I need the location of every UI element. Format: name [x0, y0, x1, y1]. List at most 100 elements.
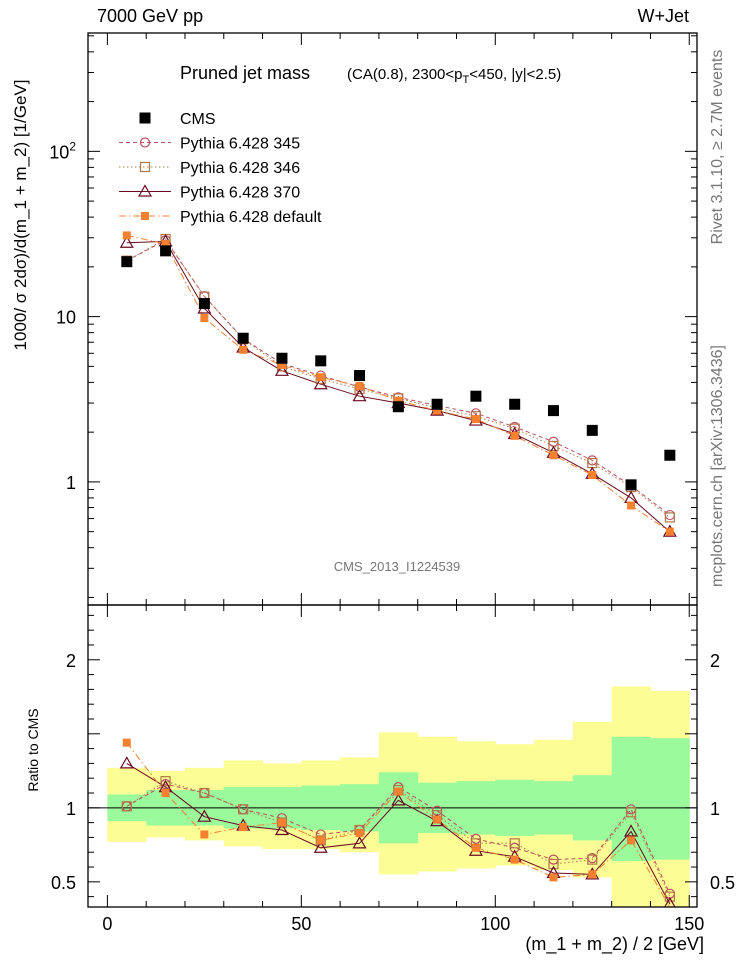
- main-ytick-label-2: 102: [49, 139, 76, 162]
- ratio-point-p346-14: [664, 891, 675, 902]
- mcplots-credit-label: mcplots.cern.ch [arXiv:1306.3436]: [709, 345, 726, 587]
- main-point-cms-6: [354, 370, 366, 382]
- main-point-p345-14: [664, 509, 675, 521]
- main-point-pdefault-14: [665, 527, 674, 536]
- main-point-cms-8: [431, 398, 443, 410]
- x-tick-label-100: 100: [480, 914, 510, 934]
- main-point-pdefault-0: [122, 231, 131, 240]
- legend: CMS Pythia 6.428 345 Pythia 6.428 346 Pythi…: [119, 111, 322, 226]
- main-point-cms-1: [160, 245, 172, 257]
- main-plot-area: [119, 231, 677, 537]
- ratio-band-green-14: [650, 738, 690, 860]
- main-point-pdefault-6: [355, 382, 364, 391]
- main-point-cms-11: [547, 405, 559, 417]
- tick-label-base: 10: [56, 308, 76, 328]
- main-point-pdefault-12: [588, 471, 597, 480]
- ratio-point-p346-2: [199, 787, 210, 799]
- legend-label-p345: Pythia 6.428 345: [180, 136, 300, 153]
- main-point-pdefault-10: [510, 431, 519, 440]
- ratio-point-pdefault-9: [471, 843, 480, 852]
- main-title-detail: (CA(0.8), 2300<pT<450, |y|<2.5): [347, 66, 561, 86]
- legend-label-p346: Pythia 6.428 346: [180, 160, 300, 177]
- legend-marker-pdefault: [141, 212, 149, 220]
- ratio-point-pdefault-5: [316, 836, 325, 845]
- legend-entry-p346: Pythia 6.428 346: [119, 160, 300, 177]
- ratio-point-pdefault-10: [510, 855, 519, 864]
- main-point-cms-3: [237, 332, 249, 344]
- main-ytick-label-1: 10: [56, 308, 76, 328]
- main-line-p370: [126, 240, 671, 533]
- ratio-point-p346-13: [625, 807, 637, 818]
- tick-label-base: 10: [49, 142, 69, 162]
- ratio-point-p346-10: [509, 838, 520, 849]
- main-point-cms-7: [392, 401, 404, 413]
- main-point-cms-14: [664, 449, 676, 461]
- ratio-ytick-label-left-0.5: 0.5: [51, 873, 76, 893]
- main-point-pdefault-13: [627, 501, 636, 510]
- main-point-cms-9: [470, 390, 482, 402]
- main-point-pdefault-8: [433, 406, 442, 415]
- main-point-p346-11: [548, 440, 559, 452]
- title-detail-prefix: (CA(0.8), 2300<p: [347, 66, 462, 83]
- legend-label-p370: Pythia 6.428 370: [180, 185, 300, 202]
- main-point-p370-0: [119, 235, 134, 248]
- legend-entry-p345: Pythia 6.428 345: [119, 136, 300, 153]
- main-point-p370-5: [313, 377, 328, 390]
- ratio-line-p370: [126, 762, 671, 905]
- ratio-plot-area: [88, 686, 697, 907]
- ratio-point-pdefault-6: [355, 828, 364, 837]
- ratio-point-pdefault-4: [277, 818, 286, 827]
- main-title: Pruned jet mass: [180, 63, 310, 83]
- main-ytick-label-0: 1: [66, 473, 76, 493]
- ratio-point-pdefault-8: [433, 815, 442, 824]
- rivet-version-label: Rivet 3.1.10, ≥ 2.7M events: [709, 50, 726, 245]
- ratio-ytick-label-left-2: 2: [66, 651, 76, 671]
- legend-label-pdefault: Pythia 6.428 default: [180, 209, 322, 226]
- main-point-pdefault-7: [394, 396, 403, 405]
- legend-label-cms: CMS: [180, 111, 216, 128]
- ratio-ytick-label-right-1: 1: [710, 799, 720, 819]
- main-point-cms-4: [276, 352, 288, 364]
- tick-label-exponent: 2: [69, 139, 76, 153]
- x-tick-label-0: 0: [102, 914, 112, 934]
- ratio-point-pdefault-11: [549, 873, 558, 882]
- ratio-point-p346-3: [238, 804, 249, 815]
- ratio-panel: 0 50 100 150 0.5 0.5 1 1 2 2 Ratio to CMS (m_1 + …: [25, 604, 735, 955]
- main-point-cms-2: [198, 298, 210, 310]
- main-point-cms-10: [509, 398, 521, 410]
- main-point-cms-13: [625, 479, 637, 491]
- tick-label-base: 1: [66, 473, 76, 493]
- ratio-point-p370-0: [119, 756, 134, 769]
- main-point-pdefault-5: [316, 373, 325, 382]
- ratio-panel-frame: [87, 604, 698, 908]
- main-point-cms-12: [586, 424, 598, 436]
- main-point-p346-14: [664, 512, 675, 523]
- ratio-point-p346-12: [587, 854, 598, 865]
- ratio-point-p346-5: [315, 835, 326, 846]
- legend-marker-p346: [139, 161, 151, 173]
- ratio-point-p370-2: [197, 809, 212, 822]
- beam-energy-label: 7000 GeV pp: [97, 6, 203, 26]
- x-tick-label-150: 150: [674, 914, 704, 934]
- legend-marker-p370: [137, 184, 153, 197]
- ratio-ytick-label-left-1: 1: [66, 799, 76, 819]
- ratio-point-p346-4: [276, 817, 288, 828]
- x-tick-label-50: 50: [291, 914, 311, 934]
- process-label: W+Jet: [637, 6, 689, 26]
- ratio-ytick-label-right-0.5: 0.5: [710, 873, 735, 893]
- ratio-point-pdefault-2: [200, 830, 209, 839]
- main-point-pdefault-1: [161, 240, 170, 249]
- main-point-pdefault-11: [549, 451, 558, 460]
- ratio-point-p370-5: [313, 840, 328, 853]
- title-detail-subscript: T: [462, 74, 469, 86]
- ratio-point-p370-6: [352, 836, 367, 849]
- legend-entry-cms: CMS: [139, 111, 216, 128]
- main-point-p370-13: [624, 490, 639, 504]
- ratio-point-p370-14: [664, 896, 676, 907]
- legend-entry-p370: Pythia 6.428 370: [119, 184, 300, 202]
- ratio-point-pdefault-13: [627, 836, 636, 845]
- main-point-p370-4: [274, 363, 289, 376]
